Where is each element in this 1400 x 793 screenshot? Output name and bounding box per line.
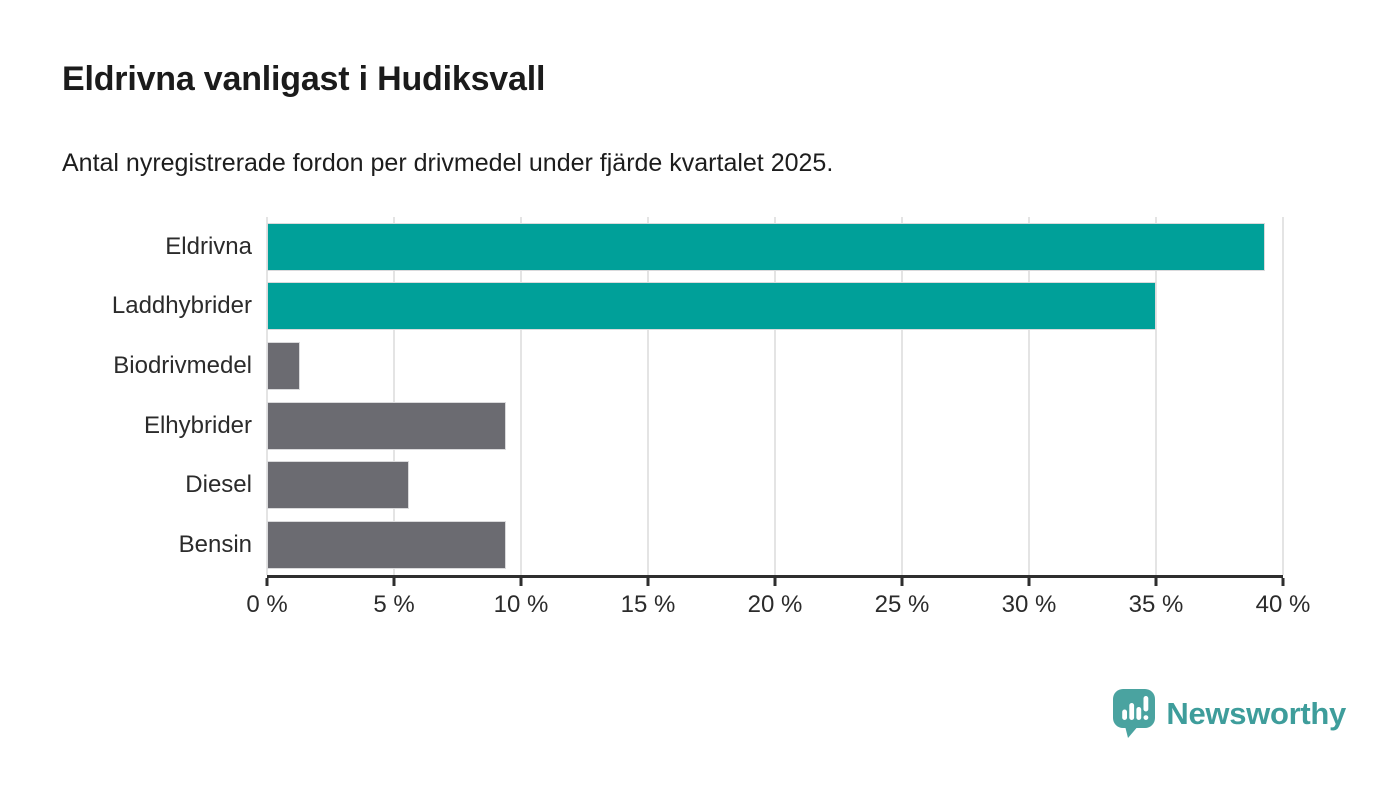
category-label: Elhybrider [143, 411, 252, 439]
axis-tick [519, 578, 523, 586]
gridline [901, 217, 903, 575]
axis-tick [773, 578, 777, 586]
gridline [266, 217, 268, 575]
gridline [1028, 217, 1030, 575]
chart-rows: Eldrivna Laddhybrider Biodrivmedel Elhybrid… [0, 217, 1400, 575]
chart-subtitle: Antal nyregistrerade fordon per drivmede… [62, 149, 834, 177]
bar-eldrivna [267, 222, 1266, 271]
axis-tick-label: 10 % [493, 591, 549, 618]
gridline [647, 217, 649, 575]
category-label: Eldrivna [165, 232, 252, 260]
axis-tick [265, 578, 269, 586]
x-axis: 0 % 5 % 10 % 15 % 20 % 25 % 30 % 35 % 40 % [246, 575, 1310, 635]
gridline [1282, 217, 1284, 575]
chart-row: Bensin [0, 515, 1400, 575]
bar-track [267, 222, 1283, 271]
axis-tick-label: 30 % [1001, 591, 1057, 618]
chart-row: Biodrivmedel [0, 336, 1400, 396]
bar-track [267, 342, 1283, 391]
axis-tick-label: 5 % [373, 591, 415, 618]
newsworthy-brand: Newsworthy [1112, 688, 1346, 739]
chart-row: Eldrivna [0, 217, 1400, 277]
bar-diesel [267, 461, 410, 510]
bar-chart: Eldrivna Laddhybrider Biodrivmedel Elhybrid… [0, 217, 1400, 637]
category-label: Laddhybrider [111, 292, 252, 320]
axis-tick-label: 35 % [1128, 591, 1184, 618]
bar-biodrivmedel [267, 342, 301, 391]
chart-title: Eldrivna vanligast i Hudiksvall [62, 60, 546, 98]
newsworthy-brand-text: Newsworthy [1166, 695, 1346, 731]
axis-tick-label: 40 % [1255, 591, 1311, 618]
gridline [393, 217, 395, 575]
bar-track [267, 282, 1283, 331]
axis-tick [1027, 578, 1031, 586]
axis-tick [900, 578, 904, 586]
bar-track [267, 461, 1283, 510]
gridline [520, 217, 522, 575]
category-label: Diesel [185, 471, 252, 499]
axis-tick-label: 25 % [874, 591, 930, 618]
chart-row: Diesel [0, 456, 1400, 516]
axis-tick [646, 578, 650, 586]
chart-row: Laddhybrider [0, 277, 1400, 337]
axis-tick-label: 0 % [246, 591, 288, 618]
newsworthy-logo-icon [1113, 689, 1156, 738]
category-label: Bensin [178, 531, 252, 559]
category-label: Biodrivmedel [113, 352, 252, 380]
chart-gridlines [266, 217, 1284, 575]
axis-tick [1154, 578, 1158, 586]
bar-laddhybrider [267, 282, 1156, 331]
axis-tick-label: 20 % [747, 591, 803, 618]
gridline [1155, 217, 1157, 575]
axis-tick [392, 578, 396, 586]
gridline [774, 217, 776, 575]
chart-row: Elhybrider [0, 396, 1400, 456]
bar-track [267, 521, 1283, 570]
axis-tick-label: 15 % [620, 591, 676, 618]
axis-tick [1281, 578, 1285, 586]
bar-track [267, 401, 1283, 450]
bar-bensin [267, 521, 506, 570]
bar-elhybrider [267, 401, 506, 450]
